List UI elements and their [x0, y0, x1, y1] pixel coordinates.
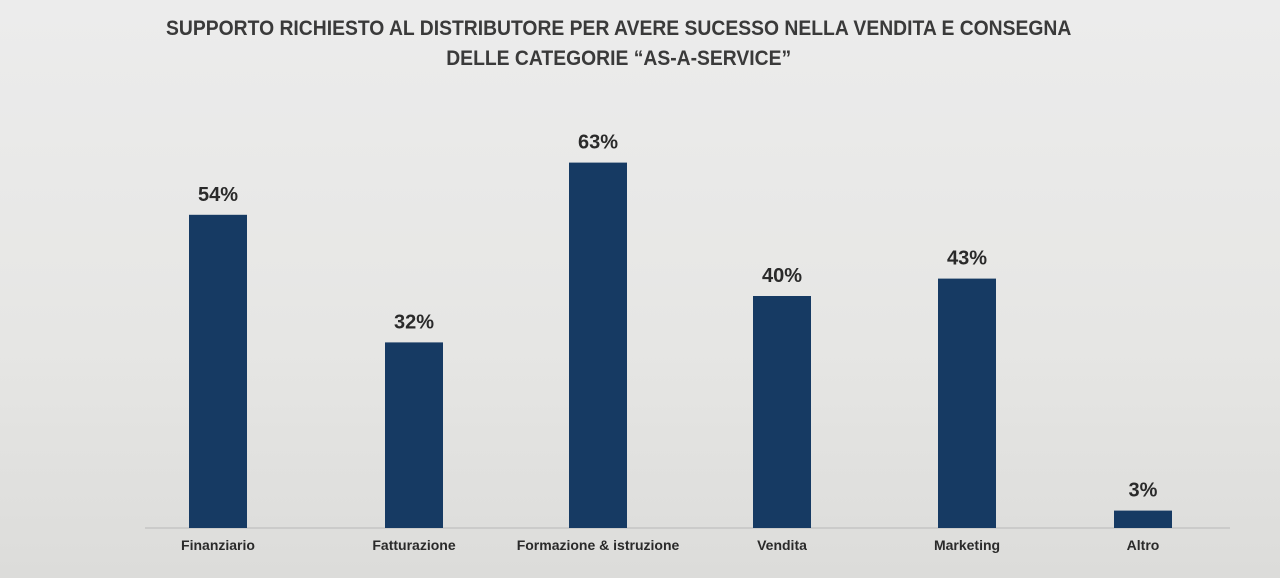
data-label-3: 40%	[762, 265, 802, 287]
bar-4	[938, 278, 996, 528]
category-label-3: Vendita	[757, 537, 807, 553]
category-label-4: Marketing	[934, 537, 1000, 553]
data-label-0: 54%	[198, 184, 238, 206]
chart-title: SUPPORTO RICHIESTO AL DISTRIBUTORE PER A…	[0, 14, 1237, 74]
data-label-4: 43%	[947, 248, 987, 270]
category-label-5: Altro	[1127, 537, 1160, 553]
category-label-2: Formazione & istruzione	[517, 537, 680, 553]
category-label-0: Finanziario	[181, 537, 255, 553]
category-label-1: Fatturazione	[372, 537, 455, 553]
bar-3	[753, 296, 811, 528]
bar-2	[569, 162, 627, 528]
bar-1	[385, 342, 443, 528]
bar-5	[1114, 510, 1172, 528]
data-label-5: 3%	[1129, 480, 1158, 502]
chart-title-line-1: SUPPORTO RICHIESTO AL DISTRIBUTORE PER A…	[166, 17, 1072, 40]
data-label-2: 63%	[578, 132, 618, 154]
chart-title-line-2: DELLE CATEGORIE “AS-A-SERVICE”	[446, 47, 792, 70]
data-label-1: 32%	[394, 311, 434, 333]
bar-0	[189, 214, 247, 529]
